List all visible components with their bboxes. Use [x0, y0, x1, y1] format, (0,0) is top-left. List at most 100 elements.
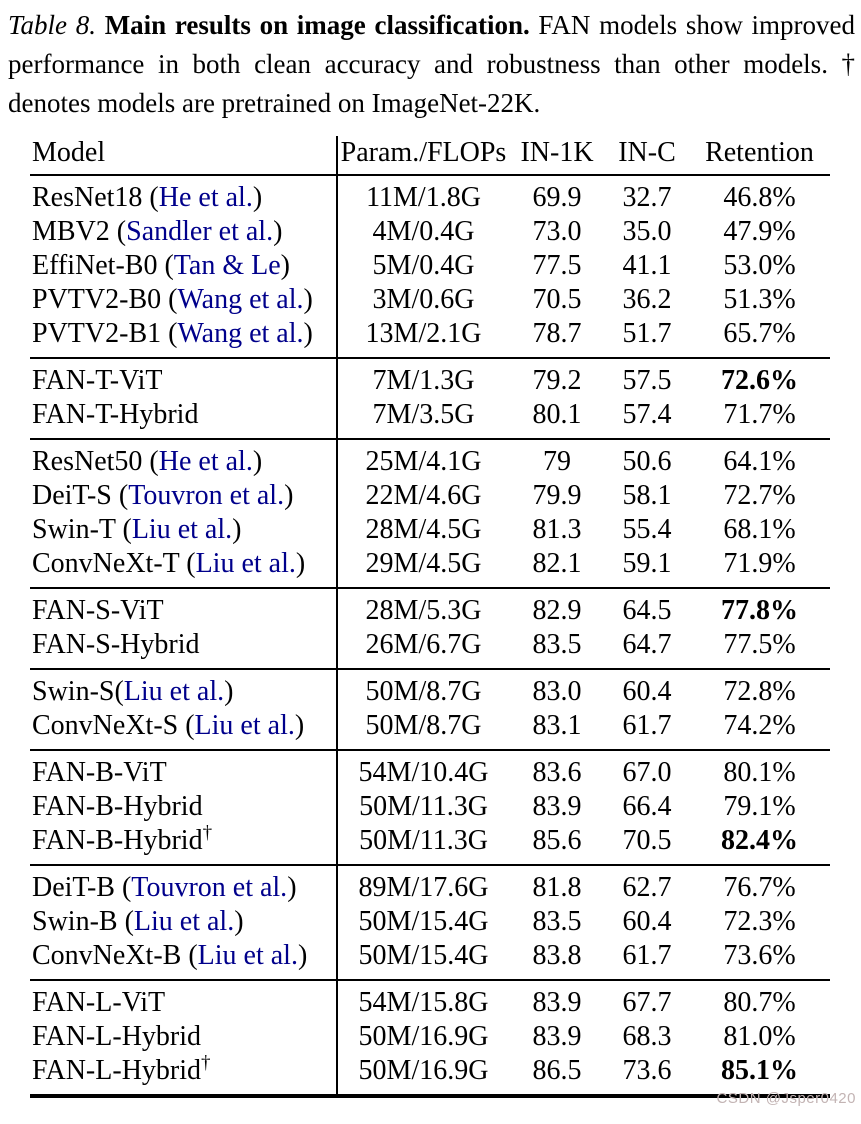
- citation-link[interactable]: Touvron et al.: [131, 872, 288, 903]
- table-row: ConvNeXt-S (Liu et al.) 50M/8.7G 83.1 61.7 7…: [30, 709, 830, 750]
- in1k-cell: 85.6: [532, 825, 582, 856]
- model-name: FAN-S-Hybrid: [32, 629, 200, 660]
- model-cell: PVTV2-B1 (Wang et al.): [30, 317, 338, 358]
- in1k-cell: 81.3: [532, 514, 582, 545]
- citation-link[interactable]: Liu et al.: [131, 514, 233, 545]
- in1k-cell: 73.0: [532, 216, 582, 247]
- table-group-4: FAN-S-ViT 28M/5.3G 82.9 64.5 77.8% FAN-S-Hybr…: [30, 588, 830, 669]
- inc-cell: 67.0: [622, 757, 672, 788]
- in1k-cell: 77.5: [532, 250, 582, 281]
- inc-cell: 68.3: [622, 1021, 672, 1052]
- params-cell: 3M/0.6G: [372, 284, 475, 315]
- inc-cell: 59.1: [622, 548, 672, 579]
- model-cell: FAN-B-ViT: [30, 750, 338, 790]
- model-name: PVTV2-B1 (: [32, 318, 178, 349]
- table-caption: Table 8. Main results on image classific…: [8, 6, 855, 123]
- retention-cell: 53.0%: [723, 250, 796, 281]
- model-cell: PVTV2-B0 (Wang et al.): [30, 283, 338, 317]
- table-row: PVTV2-B0 (Wang et al.) 3M/0.6G 70.5 36.2 51.…: [30, 283, 830, 317]
- table-row: FAN-L-Hybrid 50M/16.9G 83.9 68.3 81.0%: [30, 1020, 830, 1054]
- retention-cell: 81.0%: [723, 1021, 796, 1052]
- inc-cell: 60.4: [622, 676, 672, 707]
- in1k-cell: 83.0: [532, 676, 582, 707]
- model-name-paren: ): [303, 284, 313, 315]
- citation-link[interactable]: Liu et al.: [133, 906, 235, 937]
- in1k-cell: 83.5: [532, 629, 582, 660]
- inc-cell: 70.5: [622, 825, 672, 856]
- model-cell: DeiT-S (Touvron et al.): [30, 479, 338, 513]
- citation-link[interactable]: Liu et al.: [195, 548, 296, 579]
- in1k-cell: 82.9: [532, 595, 582, 626]
- model-name: ResNet18 (: [32, 182, 159, 213]
- params-cell: 28M/4.5G: [365, 514, 482, 545]
- inc-cell: 67.7: [622, 987, 672, 1018]
- model-name: FAN-B-Hybrid: [32, 825, 203, 856]
- citation-link[interactable]: Liu et al.: [197, 940, 298, 971]
- citation-link[interactable]: He et al.: [158, 182, 253, 213]
- model-name: FAN-B-Hybrid: [32, 791, 203, 822]
- params-cell: 50M/16.9G: [358, 1021, 489, 1052]
- retention-cell: 74.2%: [723, 710, 796, 741]
- table-row: DeiT-B (Touvron et al.) 89M/17.6G 81.8 62.7…: [30, 865, 830, 905]
- model-cell: DeiT-B (Touvron et al.): [30, 865, 338, 905]
- model-name-paren: ): [280, 250, 290, 281]
- caption-title: Main results on image classification.: [104, 10, 530, 40]
- table-group-3: ResNet50 (He et al.) 25M/4.1G 79 50.6 64.1% D…: [30, 439, 830, 588]
- citation-link[interactable]: Liu et al.: [123, 676, 225, 707]
- retention-cell: 85.1%: [721, 1055, 798, 1086]
- in1k-cell: 83.9: [532, 1021, 582, 1052]
- retention-cell: 64.1%: [723, 446, 796, 477]
- model-cell: ResNet50 (He et al.): [30, 439, 338, 479]
- params-cell: 7M/3.5G: [372, 399, 475, 430]
- params-cell: 4M/0.4G: [372, 216, 475, 247]
- params-cell: 50M/15.4G: [358, 940, 489, 971]
- dagger-mark: †: [201, 1052, 211, 1074]
- paper-page: Table 8. Main results on image classific…: [0, 6, 861, 1107]
- retention-cell: 46.8%: [723, 182, 796, 213]
- model-name: Swin-S(: [32, 676, 124, 707]
- in1k-cell: 83.5: [532, 906, 582, 937]
- caption-table-number: Table 8.: [8, 10, 96, 40]
- model-cell: FAN-L-ViT: [30, 980, 338, 1020]
- table-row: MBV2 (Sandler et al.) 4M/0.4G 73.0 35.0 47.9…: [30, 215, 830, 249]
- table-row: ConvNeXt-B (Liu et al.) 50M/15.4G 83.8 61.7…: [30, 939, 830, 980]
- table-group-5: Swin-S(Liu et al.) 50M/8.7G 83.0 60.4 72.8% C…: [30, 669, 830, 750]
- model-name: EffiNet-B0 (: [32, 250, 174, 281]
- retention-cell: 72.6%: [721, 365, 798, 396]
- retention-cell: 80.7%: [723, 987, 796, 1018]
- model-cell: Swin-T (Liu et al.): [30, 513, 338, 547]
- inc-cell: 62.7: [622, 872, 672, 903]
- params-cell: 7M/1.3G: [372, 365, 475, 396]
- table-row: Swin-B (Liu et al.) 50M/15.4G 83.5 60.4 72.3…: [30, 905, 830, 939]
- table-row: FAN-T-ViT 7M/1.3G 79.2 57.5 72.6%: [30, 358, 830, 398]
- citation-link[interactable]: Wang et al.: [177, 318, 304, 349]
- col-header-inc: IN-C: [605, 136, 689, 176]
- retention-cell: 71.7%: [723, 399, 796, 430]
- csdn-watermark: CSDN @Jsper0420: [716, 1090, 856, 1107]
- citation-link[interactable]: He et al.: [158, 446, 253, 477]
- table-row: ConvNeXt-T (Liu et al.) 29M/4.5G 82.1 59.1 7…: [30, 547, 830, 588]
- retention-cell: 73.6%: [723, 940, 796, 971]
- model-name: PVTV2-B0 (: [32, 284, 178, 315]
- citation-link[interactable]: Touvron et al.: [128, 480, 285, 511]
- in1k-cell: 83.9: [532, 791, 582, 822]
- params-cell: 50M/11.3G: [359, 791, 488, 822]
- model-cell: FAN-B-Hybrid: [30, 790, 338, 824]
- inc-cell: 32.7: [622, 182, 672, 213]
- params-cell: 50M/11.3G: [359, 825, 488, 856]
- model-name: DeiT-S (: [32, 480, 129, 511]
- citation-link[interactable]: Tan & Le: [173, 250, 281, 281]
- model-name: ConvNeXt-T (: [32, 548, 196, 579]
- inc-cell: 50.6: [622, 446, 672, 477]
- model-cell: FAN-T-Hybrid: [30, 398, 338, 439]
- citation-link[interactable]: Wang et al.: [177, 284, 304, 315]
- retention-cell: 72.8%: [723, 676, 796, 707]
- model-name-paren: ): [294, 710, 305, 741]
- table-row: FAN-T-Hybrid 7M/3.5G 80.1 57.4 71.7%: [30, 398, 830, 439]
- table-row: FAN-S-ViT 28M/5.3G 82.9 64.5 77.8%: [30, 588, 830, 628]
- inc-cell: 55.4: [622, 514, 672, 545]
- retention-cell: 72.3%: [723, 906, 796, 937]
- col-header-in1k: IN-1K: [509, 136, 605, 176]
- citation-link[interactable]: Sandler et al.: [126, 216, 274, 247]
- citation-link[interactable]: Liu et al.: [194, 710, 295, 741]
